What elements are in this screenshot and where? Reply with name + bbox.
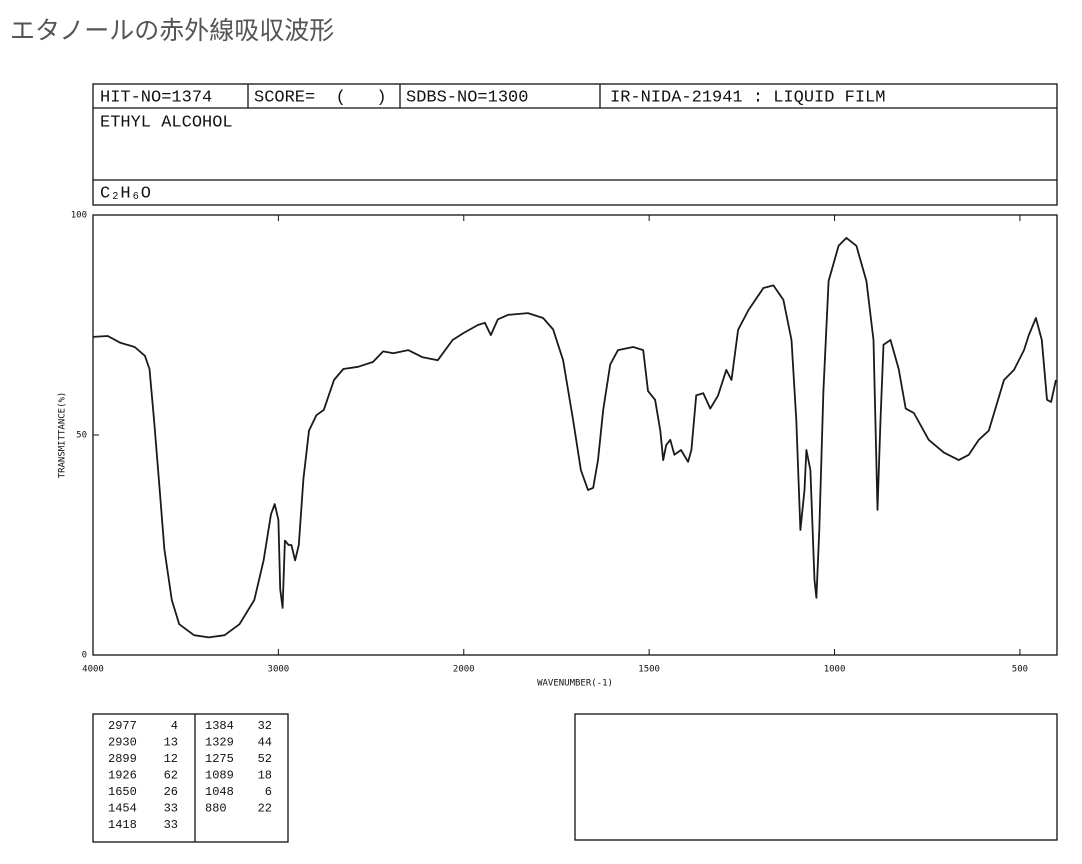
peak-intensity: 26 <box>164 785 178 799</box>
y-tick-label: 50 <box>76 431 87 441</box>
peak-intensity: 33 <box>164 802 178 816</box>
x-tick-label: 1500 <box>638 665 660 675</box>
peak-intensity: 6 <box>265 785 272 799</box>
peak-wavenumber: 2899 <box>108 752 137 766</box>
peak-wavenumber: 1418 <box>108 818 137 832</box>
peak-wavenumber: 1650 <box>108 785 137 799</box>
peak-intensity: 22 <box>258 802 272 816</box>
page-title: エタノールの赤外線吸収波形 <box>10 16 334 45</box>
y-tick-label: 100 <box>71 211 87 221</box>
peak-intensity: 18 <box>258 769 272 783</box>
x-tick-label: 2000 <box>453 665 475 675</box>
y-tick-label: 0 <box>82 651 87 661</box>
peak-intensity: 44 <box>258 736 272 750</box>
compound-name: ETHYL ALCOHOL <box>100 113 233 132</box>
x-tick-label: 4000 <box>82 665 104 675</box>
peak-wavenumber: 880 <box>205 802 227 816</box>
empty-box <box>574 713 1058 841</box>
peak-wavenumber: 1275 <box>205 752 234 766</box>
peak-wavenumber: 1048 <box>205 785 234 799</box>
peak-intensity: 52 <box>258 752 272 766</box>
spectrum-line <box>92 237 1057 639</box>
x-tick-label: 500 <box>1012 665 1028 675</box>
peak-intensity: 32 <box>258 719 272 733</box>
peak-wavenumber: 2930 <box>108 736 137 750</box>
peak-wavenumber: 2977 <box>108 719 137 733</box>
x-tick-label: 1000 <box>824 665 846 675</box>
peak-intensity: 62 <box>164 769 178 783</box>
peak-wavenumber: 1926 <box>108 769 137 783</box>
formula: C₂H₆O <box>100 184 151 203</box>
peak-wavenumber: 1384 <box>205 719 234 733</box>
peak-wavenumber: 1329 <box>205 736 234 750</box>
peak-intensity: 12 <box>164 752 178 766</box>
score: SCORE= ( ) <box>254 88 387 107</box>
peak-intensity: 4 <box>171 719 178 733</box>
hit-no: HIT-NO=1374 <box>100 88 212 107</box>
peak-intensity: 33 <box>164 818 178 832</box>
sdbs-no: SDBS-NO=1300 <box>406 88 528 107</box>
method: IR-NIDA-21941 : LIQUID FILM <box>610 88 885 107</box>
peak-table <box>92 713 289 843</box>
peak-intensity: 13 <box>164 736 178 750</box>
x-tick-label: 3000 <box>268 665 290 675</box>
y-axis-label: TRANSMITTANCE(%) <box>58 392 68 479</box>
header-box <box>92 83 1058 206</box>
peak-wavenumber: 1454 <box>108 802 137 816</box>
peak-wavenumber: 1089 <box>205 769 234 783</box>
x-axis-label: WAVENUMBER(-1) <box>537 679 613 689</box>
